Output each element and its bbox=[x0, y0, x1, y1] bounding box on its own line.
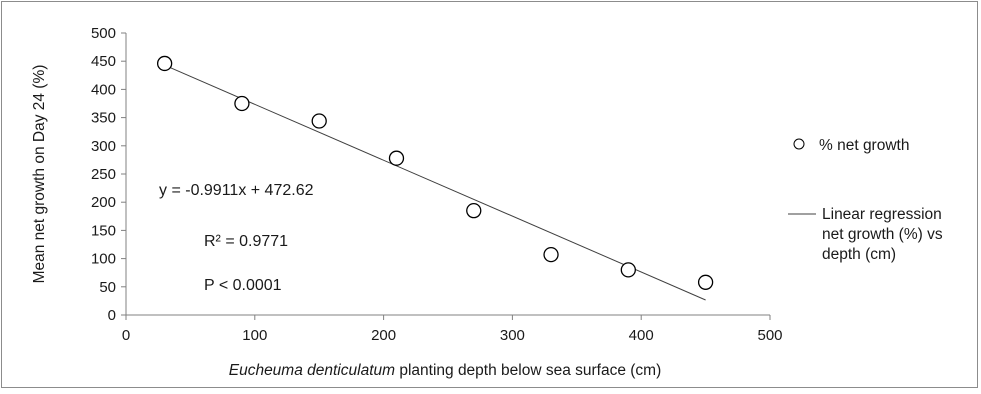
x-tick-label: 300 bbox=[500, 327, 525, 344]
data-point bbox=[234, 95, 250, 112]
x-tick-label: 200 bbox=[371, 327, 396, 344]
x-tick-label: 500 bbox=[757, 327, 782, 344]
y-tick-label: 300 bbox=[91, 138, 116, 155]
y-tick-label: 250 bbox=[91, 166, 116, 183]
x-axis-title-rest: planting depth below sea surface (cm) bbox=[395, 362, 661, 379]
y-tick-label: 200 bbox=[91, 194, 116, 211]
x-tick-label: 100 bbox=[242, 327, 267, 344]
data-point bbox=[311, 113, 327, 129]
legend-circle-marker bbox=[793, 138, 805, 150]
r-squared-label: R² = 0.9771 bbox=[204, 233, 288, 250]
regression-equation: y = -0.9911x + 472.62 bbox=[159, 182, 314, 199]
legend: % net growth Linear regression net growt… bbox=[788, 137, 943, 263]
legend-label-points: % net growth bbox=[819, 137, 909, 154]
data-point bbox=[156, 55, 173, 72]
scatter-chart: 0 50 100 150 200 250 300 350 400 450 500 0 100 200 30… bbox=[31, 25, 943, 379]
x-tick-label: 400 bbox=[629, 327, 654, 344]
legend-label-regression-3: depth (cm) bbox=[822, 246, 896, 263]
y-axis-title: Mean net growth on Day 24 (%) bbox=[31, 65, 48, 284]
chart-frame: 0 50 100 150 200 250 300 350 400 450 500 0 100 200 30… bbox=[1, 1, 978, 388]
y-tick-label: 400 bbox=[91, 81, 116, 98]
p-value-label: P < 0.0001 bbox=[204, 277, 282, 294]
legend-label-regression-1: Linear regression bbox=[822, 206, 942, 223]
legend-label-regression-2: net growth (%) vs bbox=[822, 226, 943, 243]
data-point bbox=[697, 274, 714, 290]
y-tick-label: 50 bbox=[99, 279, 116, 296]
regression-line bbox=[164, 64, 706, 301]
x-axis-title-species: Eucheuma denticulatum bbox=[229, 362, 395, 379]
x-axis-title: Eucheuma denticulatum planting depth bel… bbox=[229, 362, 662, 379]
y-tick-label: 150 bbox=[91, 222, 116, 239]
data-points bbox=[156, 55, 714, 290]
y-tick-label: 0 bbox=[108, 307, 116, 324]
y-tick-label: 500 bbox=[91, 25, 116, 42]
y-tick-label: 350 bbox=[91, 110, 116, 127]
x-axis-ticks: 0 100 200 300 400 500 bbox=[122, 315, 783, 344]
y-axis-ticks: 0 50 100 150 200 250 300 350 400 450 500 bbox=[91, 25, 126, 324]
data-point bbox=[388, 150, 405, 166]
data-point bbox=[466, 203, 482, 219]
y-tick-label: 100 bbox=[91, 251, 116, 268]
data-point bbox=[620, 262, 636, 278]
x-tick-label: 0 bbox=[122, 327, 130, 344]
y-tick-label: 450 bbox=[91, 53, 116, 70]
data-point bbox=[543, 247, 559, 263]
